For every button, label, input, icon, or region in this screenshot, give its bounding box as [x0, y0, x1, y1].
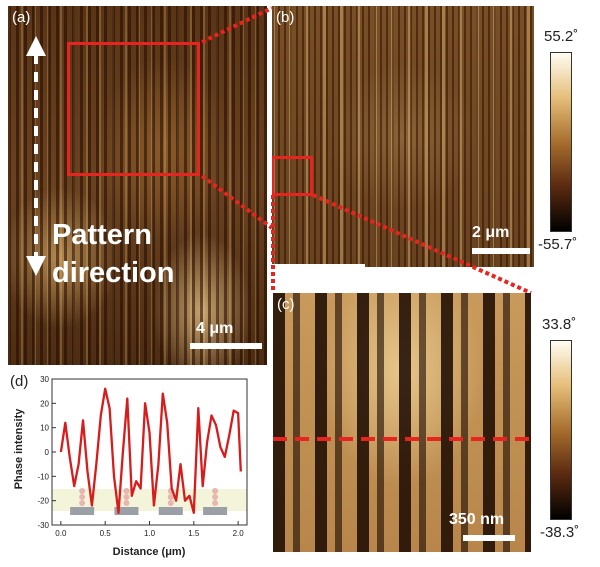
panel-a-label: (a)	[12, 9, 31, 26]
panel-b-label: (b)	[276, 9, 295, 26]
molecule-bead	[79, 494, 86, 500]
x-tick-label: 0.0	[55, 529, 67, 538]
molecule-bead	[212, 500, 219, 506]
y-tick-label: 20	[40, 399, 49, 408]
molecule-bead	[123, 494, 130, 500]
y-tick-label: 10	[40, 424, 49, 433]
y-tick-label: 0	[45, 448, 50, 457]
molecule-bead	[79, 500, 86, 506]
x-tick-label: 0.5	[100, 529, 112, 538]
molecule-bead	[123, 500, 130, 506]
schematic-band	[52, 489, 247, 511]
line-profile-marker	[273, 437, 531, 441]
afm-image-panel-a: (a) Pattern direction 4 μm	[8, 6, 267, 365]
x-tick-label: 2.0	[233, 529, 245, 538]
scale-bar-label-c: 350 nm	[449, 511, 505, 528]
afm-image-panel-c: (c) 350 nm	[273, 293, 531, 552]
scale-bar-c	[463, 535, 515, 541]
panel-divider	[272, 264, 365, 267]
profile-chart-panel: (d) 30 20 10 0 -10 -20 -30 0.0 0.5 1.0 1.5 2.0 Phas…	[8, 369, 258, 559]
panel-c-label: (c)	[277, 296, 295, 313]
colorbar-c-min-label: -38.3˚	[540, 524, 580, 541]
substrate-block	[114, 507, 139, 515]
colorbar-c	[550, 340, 572, 520]
molecule-bead	[167, 500, 174, 506]
scale-bar-label-b: 2 μm	[472, 224, 510, 241]
scale-bar-a	[190, 343, 262, 349]
colorbar-b	[550, 52, 572, 232]
x-tick-label: 1.0	[144, 529, 156, 538]
molecule-bead	[167, 494, 174, 500]
substrate-block	[158, 507, 183, 515]
chart-axes: 30 20 10 0 -10 -20 -30 0.0 0.5 1.0 1.5 2.0	[37, 375, 248, 538]
pattern-direction-arrow	[26, 36, 46, 276]
molecule-bead	[212, 494, 219, 500]
y-tick-label: -30	[37, 521, 49, 530]
molecule-bead	[123, 488, 130, 494]
pattern-direction-text: Pattern direction	[52, 219, 175, 289]
series-line	[59, 387, 242, 514]
profile-chart: 30 20 10 0 -10 -20 -30 0.0 0.5 1.0 1.5 2.0 Phase in…	[13, 375, 248, 558]
zoom-region-box	[67, 42, 200, 176]
panel-divider	[269, 6, 272, 270]
colorbar-c-max-label: 33.8˚	[542, 316, 577, 333]
substrate-block	[203, 507, 228, 515]
x-tick-label: 1.5	[188, 529, 200, 538]
x-axis-label: Distance (μm)	[113, 546, 186, 558]
y-tick-label: -20	[37, 497, 49, 506]
scale-bar-b	[472, 248, 530, 254]
molecule-bead	[79, 488, 86, 494]
y-axis-label: Phase intensity	[13, 408, 25, 490]
colorbar-b-min-label: -55.7˚	[538, 236, 578, 253]
molecule-schematic	[70, 488, 228, 515]
afm-image-panel-b: (b) 2 μm	[272, 6, 534, 267]
colorbar-b-max-label: 55.2˚	[544, 28, 579, 45]
panel-d-label: (d)	[10, 373, 29, 390]
zoom-region-box-b	[272, 156, 313, 196]
y-tick-label: 30	[40, 375, 49, 384]
y-tick-label: -10	[37, 472, 49, 481]
molecule-bead	[212, 488, 219, 494]
scale-bar-label-a: 4 μm	[196, 320, 234, 337]
substrate-block	[70, 507, 95, 515]
